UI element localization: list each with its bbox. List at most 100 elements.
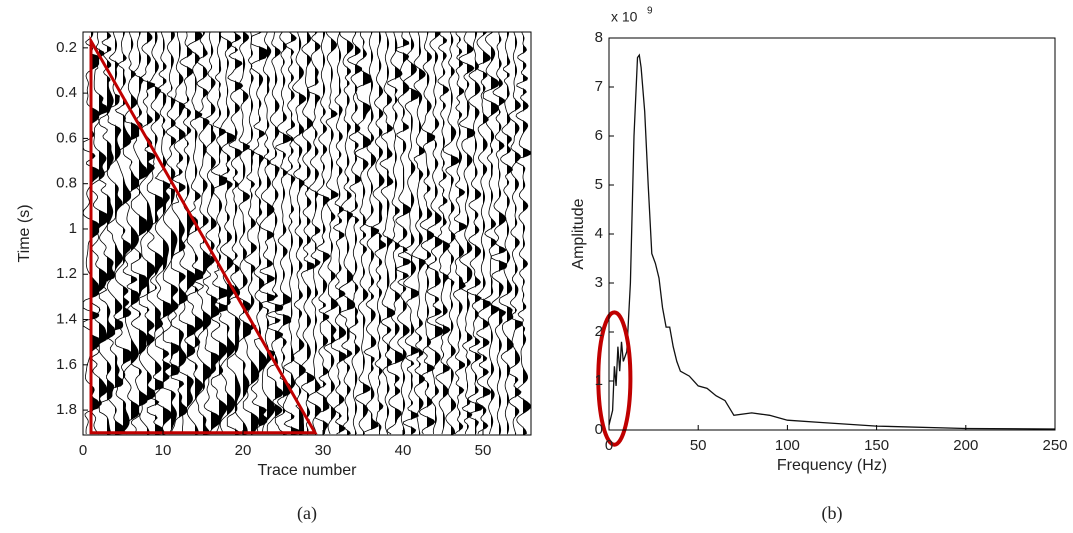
trace-fill: [115, 32, 123, 435]
trace: [330, 31, 348, 435]
plot-frame: [82, 31, 532, 436]
trace: [154, 31, 172, 435]
y-tick-label: 4: [595, 225, 603, 242]
x-tick-label: 30: [315, 442, 332, 459]
trace: [435, 31, 451, 435]
x-tick-label: 50: [690, 437, 707, 454]
x-tick-label: 20: [235, 442, 252, 459]
trace: [475, 31, 492, 435]
trace-fill: [499, 32, 507, 435]
trace: [226, 31, 244, 435]
trace: [202, 31, 220, 435]
y-tick-label: 0.4: [56, 84, 77, 101]
y-tick-label: 2: [595, 323, 603, 340]
trace: [507, 31, 524, 435]
trace: [338, 31, 356, 435]
x-tick-label: 250: [1042, 437, 1067, 454]
seismic-traces: [82, 31, 532, 435]
y-tick-label: 6: [595, 127, 603, 144]
trace-fill: [515, 32, 523, 435]
trace: [258, 31, 276, 435]
trace: [291, 31, 307, 435]
x-axis-label: Frequency (Hz): [777, 457, 887, 474]
trace: [386, 31, 404, 435]
trace: [426, 31, 444, 435]
trace-fill: [171, 32, 179, 435]
trace: [218, 31, 236, 435]
trace-fill: [387, 32, 395, 435]
trace: [402, 31, 420, 435]
trace: [411, 31, 427, 435]
trace-fill: [363, 32, 371, 435]
caption: (b): [822, 503, 843, 524]
x-tick-label: 10: [155, 442, 172, 459]
y-tick-label: 7: [595, 78, 603, 95]
x-tick-label: 150: [864, 437, 889, 454]
axis-multiplier: x 10: [611, 9, 638, 25]
trace-fill: [275, 32, 283, 435]
trace-fill: [211, 32, 219, 435]
trace-fill: [347, 32, 355, 435]
trace: [370, 31, 386, 435]
y-tick-label: 1.6: [56, 356, 77, 373]
trace: [452, 32, 468, 435]
trace: [266, 31, 284, 435]
trace-fill: [411, 32, 419, 435]
trace-fill: [123, 32, 131, 435]
trace: [90, 31, 108, 435]
trace: [178, 31, 196, 435]
y-axis-label: Amplitude: [570, 198, 587, 269]
y-tick-label: 8: [595, 29, 603, 46]
trace: [146, 31, 164, 435]
trace: [490, 32, 508, 435]
axis-multiplier-exponent: 9: [647, 6, 653, 17]
trace-fill: [379, 32, 386, 435]
trace: [323, 31, 339, 435]
trace: [242, 31, 260, 435]
trace: [98, 31, 116, 435]
trace-fill: [243, 32, 251, 435]
trace-fill: [371, 32, 379, 435]
trace-fill: [419, 32, 426, 435]
trace-fill: [203, 32, 211, 435]
plot-frame: [608, 37, 1056, 431]
trace: [300, 31, 316, 435]
trace: [346, 31, 363, 435]
trace: [282, 31, 300, 434]
trace: [458, 31, 476, 435]
x-tick-label: 0: [605, 437, 613, 454]
trace-fill: [299, 32, 306, 435]
y-tick-label: 0.2: [56, 39, 77, 56]
annotation-ellipse: [596, 310, 633, 447]
y-tick-label: 1.2: [56, 265, 77, 282]
y-tick-label: 0.8: [56, 175, 77, 192]
y-tick-label: 0: [595, 421, 603, 438]
trace-fill: [99, 32, 107, 435]
trace-fill: [451, 32, 459, 435]
trace-fill: [443, 32, 450, 435]
x-tick-label: 50: [475, 442, 492, 459]
trace: [234, 31, 252, 435]
trace-fill: [467, 32, 475, 435]
trace: [122, 31, 140, 435]
trace-fill: [491, 32, 499, 435]
x-axis-label: Trace number: [258, 462, 358, 479]
y-tick-label: 1.4: [56, 311, 77, 328]
annotation-triangle: [89, 35, 318, 435]
x-tick-label: 200: [953, 437, 978, 454]
trace: [498, 31, 514, 435]
trace-fill: [307, 32, 315, 435]
trace-fill: [259, 32, 267, 435]
y-tick-label: 3: [595, 274, 603, 291]
y-tick-label: 5: [595, 176, 603, 193]
trace: [106, 31, 124, 435]
trace: [274, 31, 292, 435]
trace: [314, 31, 331, 435]
trace: [306, 31, 322, 435]
y-axis-label: Time (s): [16, 204, 33, 262]
y-tick-label: 1.8: [56, 401, 77, 418]
trace: [170, 31, 188, 435]
y-tick-label: 0.6: [56, 129, 77, 146]
trace-fill: [427, 32, 435, 435]
